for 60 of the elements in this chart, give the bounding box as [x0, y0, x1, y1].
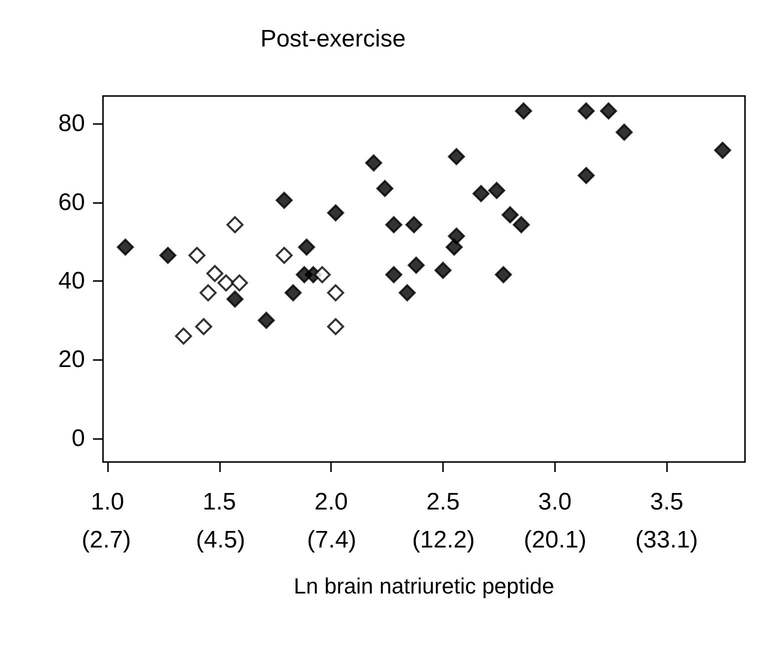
- point: [405, 216, 422, 234]
- y-tick-label: 40: [58, 267, 85, 294]
- point: [284, 284, 302, 302]
- point: [327, 204, 344, 222]
- x-tick-label: 3.0: [538, 488, 572, 516]
- x2-tick-label: (2.7): [82, 526, 132, 554]
- point: [276, 192, 293, 209]
- point: [365, 154, 382, 172]
- point: [600, 102, 618, 120]
- x-axis-title: Ln brain natriuretic peptide: [294, 574, 554, 598]
- y-tick-label: 60: [58, 188, 85, 216]
- point: [175, 328, 192, 345]
- point: [488, 182, 506, 199]
- point: [408, 256, 425, 274]
- x2-tick-label: (20.1): [524, 526, 586, 554]
- point: [226, 216, 244, 234]
- point: [230, 274, 248, 292]
- point: [515, 102, 532, 120]
- x-tick-label: 1.5: [202, 488, 236, 516]
- point: [385, 266, 402, 284]
- point: [206, 264, 224, 282]
- point: [258, 312, 275, 329]
- point: [188, 246, 206, 264]
- point: [218, 274, 235, 292]
- point: [195, 318, 212, 336]
- point: [502, 206, 519, 224]
- x2-tick-label: (4.5): [196, 526, 246, 554]
- y-tick-label: 20: [58, 346, 85, 374]
- point: [327, 284, 344, 302]
- point: [298, 238, 316, 256]
- point: [578, 166, 595, 184]
- x-tick-label: 2.0: [314, 488, 348, 516]
- point: [714, 142, 732, 159]
- point: [398, 284, 416, 302]
- point: [616, 124, 633, 141]
- point: [116, 238, 134, 256]
- point: [494, 266, 512, 284]
- point: [376, 180, 394, 197]
- point: [385, 216, 402, 234]
- point: [327, 318, 344, 336]
- x-tick-label: 1.0: [90, 488, 124, 516]
- point: [472, 185, 490, 202]
- chart-title: Post-exercise: [260, 26, 406, 52]
- x-tick-label: 2.5: [426, 488, 460, 516]
- point: [434, 262, 452, 279]
- point: [226, 290, 244, 308]
- point: [578, 102, 595, 120]
- x-tick-label: 3.5: [650, 488, 684, 516]
- point: [159, 246, 176, 264]
- point: [448, 148, 465, 166]
- point: [512, 216, 530, 234]
- point: [200, 284, 217, 302]
- point: [446, 238, 463, 256]
- point: [314, 266, 331, 284]
- x2-tick-label: (33.1): [635, 526, 698, 554]
- point: [276, 246, 293, 264]
- y-tick-label: 80: [58, 110, 85, 138]
- x2-tick-label: (12.2): [412, 526, 475, 554]
- y-tick-label: 0: [72, 424, 85, 452]
- x2-tick-label: (7.4): [307, 526, 356, 554]
